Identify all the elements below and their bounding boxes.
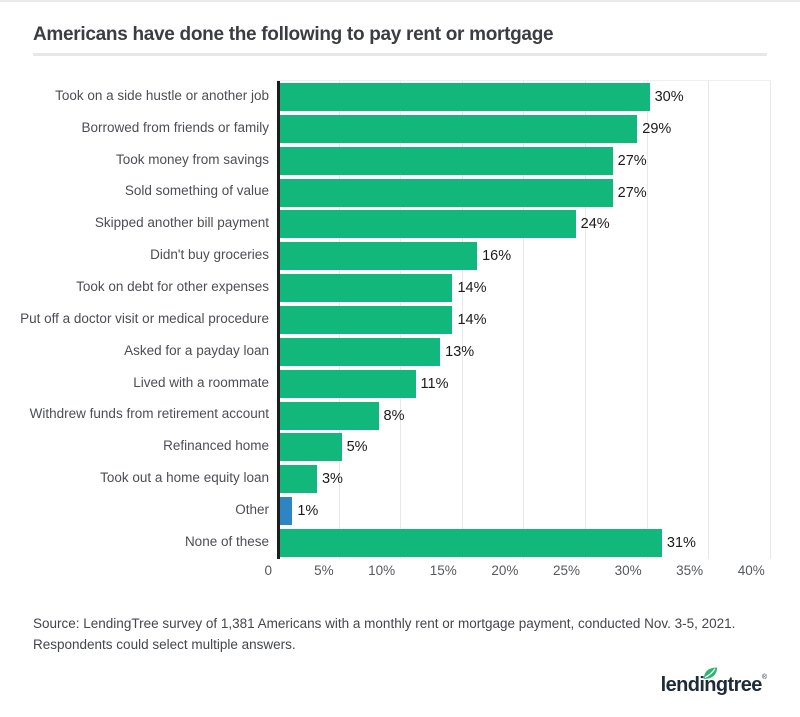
category-labels: Took on a side hustle or another job Borr… <box>0 80 269 558</box>
category-label: Took out a home equity loan <box>100 470 269 486</box>
x-axis-tick: 20% <box>491 563 519 578</box>
value-label: 16% <box>482 248 512 265</box>
bar-row: 14% <box>277 304 771 336</box>
value-label: 13% <box>445 343 475 360</box>
x-axis-tick: 40% <box>737 563 765 578</box>
value-label: 31% <box>666 534 696 551</box>
source-note: Source: LendingTree survey of 1,381 Amer… <box>33 613 767 655</box>
value-label: 27% <box>617 184 647 201</box>
bar-row: 1% <box>277 495 771 527</box>
bar <box>280 274 453 303</box>
value-label: 27% <box>617 152 647 169</box>
category-label: Asked for a payday loan <box>124 342 269 358</box>
source-line-2: Respondents could select multiple answer… <box>33 637 296 652</box>
category-label: Took on debt for other expenses <box>76 279 269 294</box>
value-label: 29% <box>642 120 672 137</box>
bar-row: 27% <box>277 145 771 177</box>
x-axis-tick: 25% <box>552 563 580 578</box>
value-label: 14% <box>457 311 487 328</box>
gridline <box>585 81 586 559</box>
bar-row: 27% <box>277 177 771 209</box>
value-label: 5% <box>346 439 368 456</box>
bar <box>280 337 441 366</box>
x-axis-tick: 30% <box>614 563 642 578</box>
bar-row: 16% <box>277 240 771 272</box>
bar-rows: 30% 29% 27% 27% 24% 16% 14% 14% 13% 11% 8% 5% 3% 1% 31… <box>277 81 771 559</box>
x-axis-tick: 0 <box>264 563 272 578</box>
bar-row: 29% <box>277 113 771 145</box>
bar-row: 13% <box>277 336 771 368</box>
value-label: 3% <box>321 471 343 488</box>
category-label: Other <box>235 502 269 518</box>
lendingtree-logo-text: lendingtree <box>660 674 763 696</box>
y-axis-line <box>277 81 280 559</box>
value-label: 11% <box>420 375 449 392</box>
bar-row: 5% <box>277 431 771 463</box>
gridline <box>461 81 463 559</box>
category-label: None of these <box>184 533 269 549</box>
bar <box>280 82 650 111</box>
source-line-1: Source: LendingTree survey of 1,381 Amer… <box>33 616 736 631</box>
category-label: Skipped another bill payment <box>94 215 269 231</box>
bar <box>280 242 478 271</box>
category-label: Put off a doctor visit or medical proced… <box>20 310 269 326</box>
gridline <box>646 81 648 559</box>
bar-row: 3% <box>277 463 771 495</box>
bar-row: 11% <box>277 368 771 400</box>
value-label: 14% <box>457 280 487 297</box>
category-label: Lived with a roommate <box>133 374 269 390</box>
bar-row: 31% <box>277 527 771 559</box>
title-divider <box>33 53 767 56</box>
category-label: Didn't buy groceries <box>150 247 269 263</box>
bar-chart-plot: 30% 29% 27% 27% 24% 16% 14% 14% 13% 11% 8% 5% 3% 1% 31… <box>277 80 771 559</box>
category-label: Took on a side hustle or another job <box>55 87 269 103</box>
category-label: Took money from savings <box>115 151 269 167</box>
bar <box>280 401 379 430</box>
x-axis: 0 5% 10% 15% 20% 25% 30% 35% 40% <box>264 563 771 581</box>
leaf-icon <box>703 667 717 679</box>
category-label: Borrowed from friends or family <box>81 119 269 135</box>
lendingtree-logo: lendingtree® <box>660 667 767 704</box>
chart-title: Americans have done the following to pay… <box>33 24 554 45</box>
x-axis-tick: 10% <box>368 563 396 578</box>
value-label: 30% <box>654 88 684 105</box>
bar <box>280 178 613 207</box>
bar-row: 24% <box>277 208 771 240</box>
bar-row: 30% <box>277 81 771 113</box>
x-axis-tick: 5% <box>314 563 334 578</box>
value-label: 24% <box>580 216 610 233</box>
category-label: Withdrew funds from retirement account <box>29 406 269 422</box>
gridline <box>708 81 710 559</box>
registered-trademark: ® <box>761 674 767 681</box>
bar <box>280 465 317 494</box>
value-label: 8% <box>383 407 405 424</box>
bar <box>280 369 416 398</box>
bar <box>280 210 576 239</box>
x-axis-tick: 15% <box>429 563 457 578</box>
bar <box>280 146 613 175</box>
category-label: Sold something of value <box>124 183 269 199</box>
x-axis-tick: 35% <box>676 563 704 578</box>
bar <box>280 528 662 557</box>
bar <box>280 433 342 462</box>
bar <box>280 305 453 334</box>
bar-row: 14% <box>277 272 771 304</box>
gridline <box>769 81 771 559</box>
value-label: 1% <box>297 503 319 520</box>
bar <box>280 114 638 143</box>
category-label: Refinanced home <box>163 438 269 454</box>
gridline <box>523 81 525 559</box>
bar <box>280 497 293 526</box>
bar-row: 8% <box>277 400 771 432</box>
